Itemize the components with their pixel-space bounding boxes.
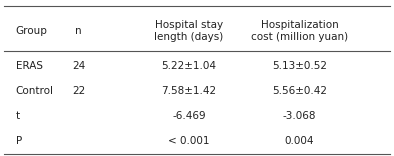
Text: -6.469: -6.469 — [172, 111, 206, 121]
Text: 7.58±1.42: 7.58±1.42 — [162, 86, 217, 96]
Text: 5.56±0.42: 5.56±0.42 — [272, 86, 327, 96]
Text: < 0.001: < 0.001 — [168, 136, 210, 146]
Text: Group: Group — [16, 26, 48, 36]
Text: 0.004: 0.004 — [285, 136, 314, 146]
Text: 5.13±0.52: 5.13±0.52 — [272, 61, 327, 71]
Text: ERAS: ERAS — [16, 61, 43, 71]
Text: 22: 22 — [72, 86, 85, 96]
Text: P: P — [16, 136, 22, 146]
Text: 24: 24 — [72, 61, 85, 71]
Text: t: t — [16, 111, 20, 121]
Text: -3.068: -3.068 — [282, 111, 316, 121]
Text: n: n — [76, 26, 82, 36]
Text: Hospitalization
cost (million yuan): Hospitalization cost (million yuan) — [251, 20, 348, 42]
Text: Hospital stay
length (days): Hospital stay length (days) — [154, 20, 224, 42]
Text: Control: Control — [16, 86, 54, 96]
Text: 5.22±1.04: 5.22±1.04 — [162, 61, 217, 71]
